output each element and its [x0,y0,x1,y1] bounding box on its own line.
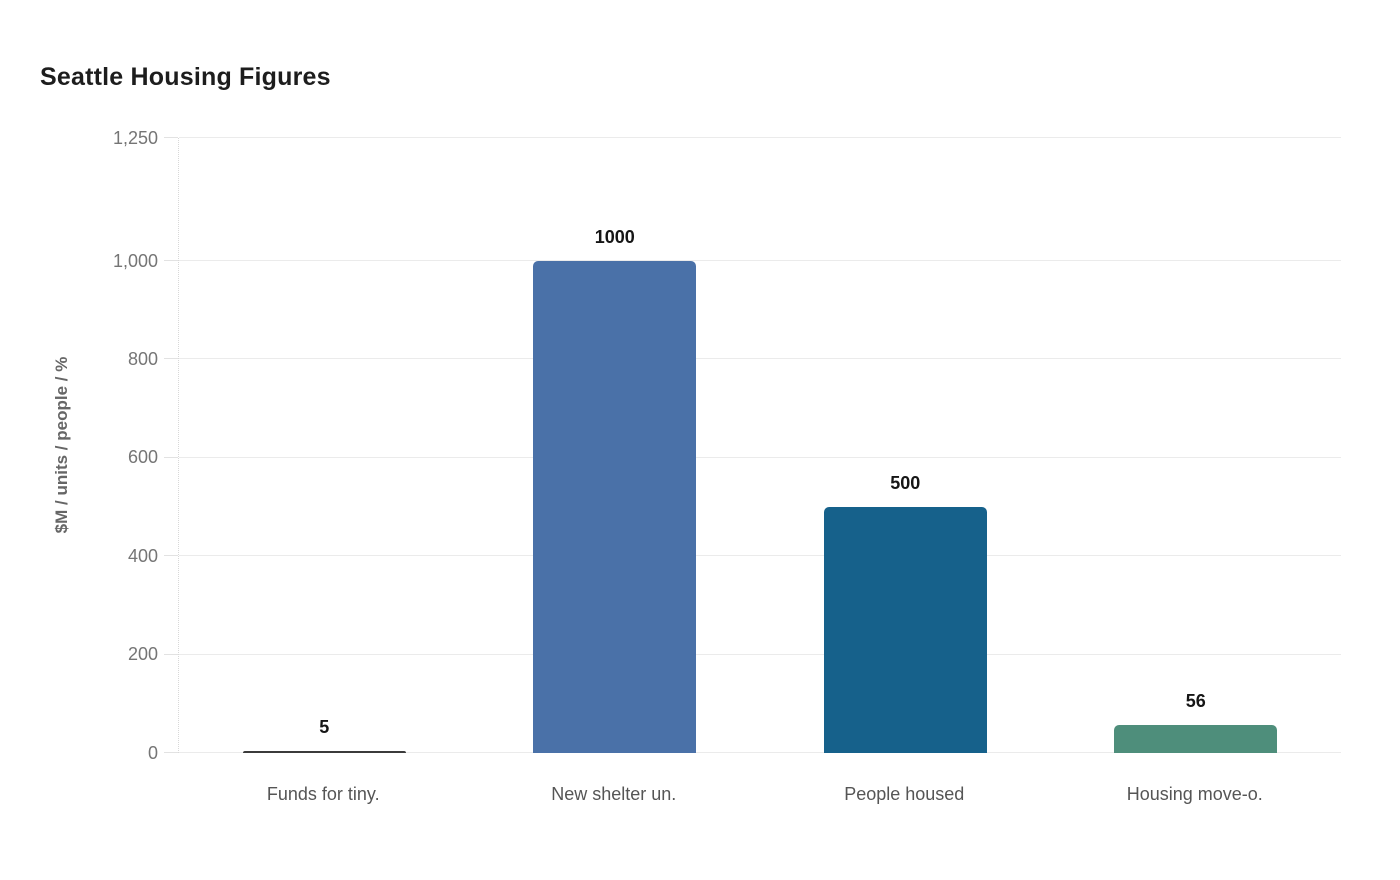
chart-title: Seattle Housing Figures [40,63,331,91]
y-tick-label: 1,000 [112,250,158,271]
bar-0 [242,750,406,753]
gridline-y-1250 [179,137,1341,138]
y-tick-mark [164,358,178,360]
bar-2 [823,507,987,753]
y-tick-label: 800 [127,348,158,369]
x-category-label: Funds for tiny. [266,784,380,804]
y-axis: 0 200 400 600 800 1,000 1,250 [0,128,158,763]
x-category-label: Housing move-o. [1126,784,1263,804]
gridline-y-600 [179,456,1341,458]
gridline-y-400 [179,555,1341,557]
x-axis: Funds for tiny. New shelter un. People hou… [178,784,1340,810]
y-tick-mark [164,555,178,557]
bar-value-label: 56 [1185,691,1206,712]
plot-area: 5 1000 500 56 [164,137,1341,753]
bar-1 [533,261,697,753]
bar-value-label: 5 [319,716,330,737]
y-tick-label: 0 [147,742,158,763]
gridline-y-200 [179,653,1341,655]
bar-value-label: 1000 [594,227,635,247]
gridline-y-1000 [179,260,1341,261]
bar-value-label: 500 [890,473,921,493]
y-tick-mark [164,260,178,261]
gridline-y-800 [179,358,1341,360]
x-category-label: New shelter un. [551,784,677,804]
y-tick-label: 600 [127,447,158,468]
y-tick-mark [164,653,178,655]
y-tick-mark [164,456,178,458]
y-tick-mark [164,137,178,138]
y-tick-mark [164,752,178,753]
y-tick-label: 1,250 [112,127,158,148]
y-tick-label: 400 [127,545,158,566]
bar-3 [1114,725,1278,753]
y-tick-label: 200 [127,644,158,665]
gridline-y-0 [179,752,1341,753]
x-category-label: People housed [844,784,965,804]
